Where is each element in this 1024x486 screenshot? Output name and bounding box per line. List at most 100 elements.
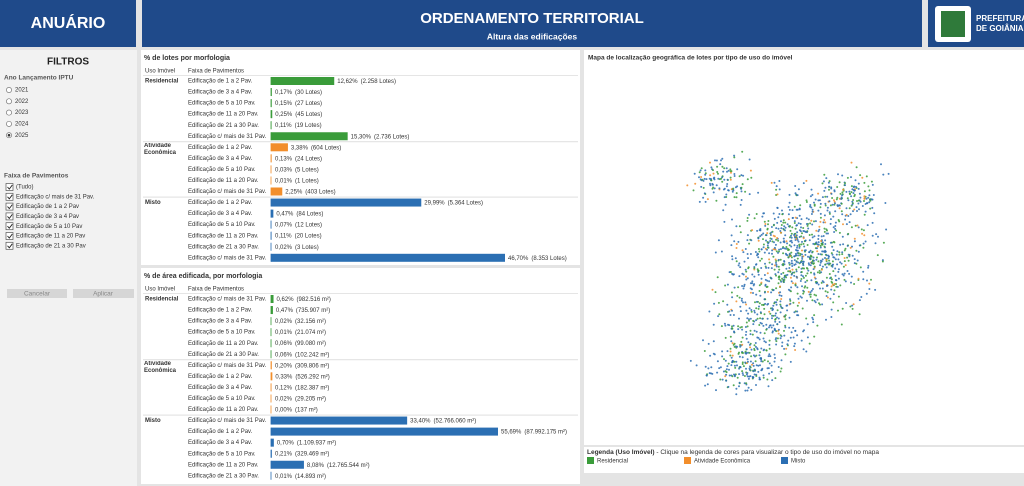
map-dot <box>765 323 768 326</box>
chart-title: % de área edificada, por morfologia <box>144 273 262 280</box>
radio[interactable] <box>6 98 12 105</box>
map-dot <box>846 256 849 259</box>
value-label: 15,30% (2.736 Lotes) <box>351 134 410 140</box>
map-dot <box>800 271 803 273</box>
map-dot <box>775 337 778 340</box>
map-dot <box>744 333 747 336</box>
row-label: Edificação de 11 a 20 Pav. <box>188 407 259 413</box>
cancel-button[interactable] <box>7 289 67 298</box>
map-dot <box>766 232 769 235</box>
value-label: 0,70% (1.109.937 m²) <box>277 440 336 446</box>
radio[interactable] <box>6 120 12 127</box>
map-dot <box>781 213 784 216</box>
brand-box <box>0 0 136 47</box>
count: (403 Lotes) <box>305 189 335 195</box>
map-dot <box>746 317 749 320</box>
map-dot <box>797 254 800 257</box>
map-dot <box>819 246 822 249</box>
map-dot <box>843 257 846 259</box>
radio[interactable] <box>6 109 12 116</box>
checkbox[interactable] <box>5 183 14 191</box>
map-dot <box>841 235 844 238</box>
map-dot <box>764 224 767 227</box>
checkbox[interactable] <box>5 232 14 240</box>
map-dot <box>777 251 779 254</box>
map-dot <box>729 176 732 179</box>
checkbox[interactable] <box>5 222 14 231</box>
map-dot <box>833 199 835 202</box>
map-dot <box>788 263 791 266</box>
radio[interactable] <box>6 87 12 93</box>
map-dot <box>700 185 703 188</box>
map-dot <box>871 234 874 237</box>
map-dot <box>768 258 771 261</box>
map-dot <box>804 239 807 242</box>
map-dot <box>732 384 735 387</box>
map-dot <box>783 278 786 281</box>
checkbox[interactable] <box>5 192 14 201</box>
map-dot <box>794 227 797 230</box>
map-dot <box>787 218 790 221</box>
row-label: Edificação de 1 a 2 Pav. <box>188 308 253 314</box>
map-dot <box>737 286 740 289</box>
map-dot <box>872 194 875 196</box>
map-dot <box>813 299 816 302</box>
map-dot <box>778 213 781 215</box>
map-dot <box>743 375 746 377</box>
map-dot <box>714 159 716 162</box>
legend-swatch[interactable] <box>781 457 788 464</box>
percent: 0,01% <box>275 178 293 184</box>
map-dot <box>686 184 689 187</box>
value-label: 0,07% (12 Lotes) <box>275 222 322 228</box>
map-dot <box>765 266 768 269</box>
map-dot <box>809 295 812 298</box>
checkbox[interactable] <box>5 241 14 250</box>
map-dot <box>836 263 839 266</box>
map-dot <box>782 237 785 240</box>
checkbox[interactable] <box>5 202 14 211</box>
map-dot <box>805 217 808 220</box>
map-dot <box>795 249 797 251</box>
map-dot <box>857 199 860 202</box>
map-dot <box>832 215 835 218</box>
map-dot <box>725 185 728 188</box>
legend-swatch[interactable] <box>684 457 691 464</box>
map-dot <box>742 251 745 254</box>
apply-button[interactable] <box>73 289 134 298</box>
map-dot <box>793 255 796 258</box>
map-dot <box>793 222 796 224</box>
map-dot <box>793 220 796 223</box>
map-dot <box>796 286 799 289</box>
row-label: Edificação c/ mais de 31 Pav. <box>188 418 267 424</box>
map-dot <box>871 221 874 224</box>
map-dot <box>833 231 836 233</box>
brand: ANUÁRIO <box>31 13 106 32</box>
map-dot <box>830 285 833 288</box>
map-dot <box>821 196 824 199</box>
map-dot <box>790 239 793 242</box>
map-dot <box>813 314 816 317</box>
map-dot <box>810 289 813 292</box>
map-dot <box>727 362 730 365</box>
radio-label: 2022 <box>15 99 29 105</box>
map-dot <box>738 225 741 228</box>
map-dot <box>772 224 775 227</box>
map-dot <box>758 250 761 253</box>
map-dot <box>755 330 758 333</box>
map-dot <box>812 318 815 321</box>
legend-swatch[interactable] <box>587 457 594 464</box>
map-dot <box>876 254 879 257</box>
map-dot <box>785 246 788 248</box>
map-dot <box>749 329 752 332</box>
map-dot <box>786 343 789 346</box>
percent: 0,12% <box>275 385 293 391</box>
bar <box>271 416 408 425</box>
map-dot <box>778 275 781 278</box>
checkbox[interactable] <box>5 212 14 221</box>
map-dot <box>844 280 847 283</box>
map-dot <box>741 272 744 275</box>
map-dot <box>793 205 796 208</box>
map-dot <box>733 175 736 177</box>
map-dot <box>821 258 824 261</box>
